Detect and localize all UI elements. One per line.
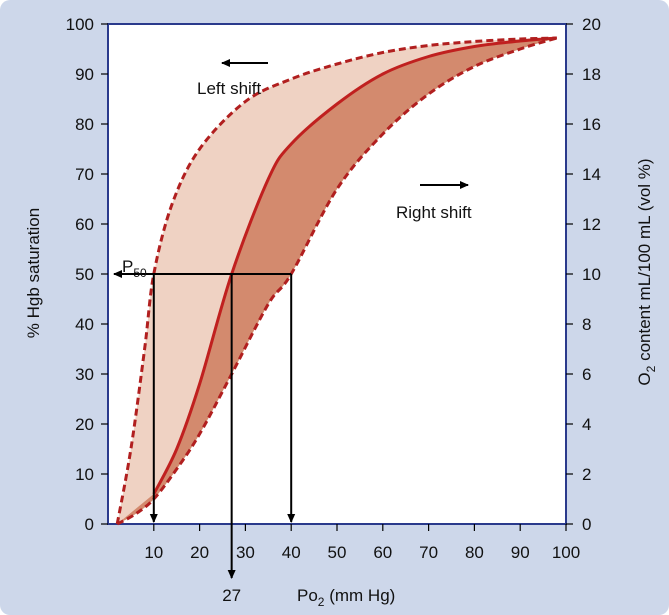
y-left-tick-label: 10 (75, 465, 94, 484)
y-axis-right-title: O2 content mL/100 mL (vol %) (635, 158, 658, 385)
y-left-tick-label: 40 (75, 315, 94, 334)
x-tick-label: 80 (465, 543, 484, 562)
y-right-tick-label: 20 (582, 15, 601, 34)
right-shift-region (117, 38, 557, 524)
x-tick-label: 30 (236, 543, 255, 562)
y-left-tick-label: 20 (75, 415, 94, 434)
right-shift-curve (116, 36, 558, 526)
axes-layer: 10 20 30 40 50 60 70 80 90 1002701020304050607080… (66, 15, 601, 605)
y-right-tick-label: 0 (582, 515, 591, 534)
shift-fill-layer (117, 38, 557, 524)
p50-label-sub: 50 (133, 266, 147, 280)
right-shift-annotation: Right shift (396, 181, 472, 222)
y-right-tick-label: 4 (582, 415, 591, 434)
y-left-tick-label: 90 (75, 65, 94, 84)
y-right-tick-label: 14 (582, 165, 601, 184)
x-tick-label: 10 (144, 543, 163, 562)
y-right-tick-label: 10 (582, 265, 601, 284)
x-tick-label: 40 (282, 543, 301, 562)
y-axis-left-title: % Hgb saturation (24, 208, 43, 338)
y-right-tick-label: 12 (582, 215, 601, 234)
left-shift-label: Left shift (197, 79, 262, 98)
normal-curve (152, 36, 557, 495)
p50-lines (113, 270, 296, 579)
curve-layer (115, 36, 558, 526)
y-right-tick-label: 2 (582, 465, 591, 484)
y-left-tick-label: 60 (75, 215, 94, 234)
x-axis-title: Po2 (mm Hg) (297, 586, 395, 609)
y-right-tick-label: 6 (582, 365, 591, 384)
y-right-tick-label: 8 (582, 315, 591, 334)
y-right-tick-label: 18 (582, 65, 601, 84)
y-left-tick-label: 80 (75, 115, 94, 134)
left-shift-region (117, 38, 557, 524)
right-shift-label: Right shift (396, 203, 472, 222)
p50-x-value-label: 27 (222, 586, 241, 605)
x-tick-label: 100 (552, 543, 580, 562)
y-left-tick-label: 50 (75, 265, 94, 284)
left-shift-annotation: Left shift (197, 59, 268, 98)
y-right-tick-label: 16 (582, 115, 601, 134)
p50-label-main: P (122, 257, 133, 276)
x-tick-label: 20 (190, 543, 209, 562)
svg-text:P50: P50 (122, 257, 147, 280)
left-shift-curve (115, 36, 557, 525)
x-tick-label: 70 (419, 543, 438, 562)
y-left-tick-label: 100 (66, 15, 94, 34)
x-tick-label: 90 (511, 543, 530, 562)
y-left-tick-label: 70 (75, 165, 94, 184)
y-left-tick-label: 0 (85, 515, 94, 534)
y-left-tick-label: 30 (75, 365, 94, 384)
x-tick-label: 60 (373, 543, 392, 562)
p50-label: P50 (122, 257, 147, 280)
x-tick-label: 50 (328, 543, 347, 562)
